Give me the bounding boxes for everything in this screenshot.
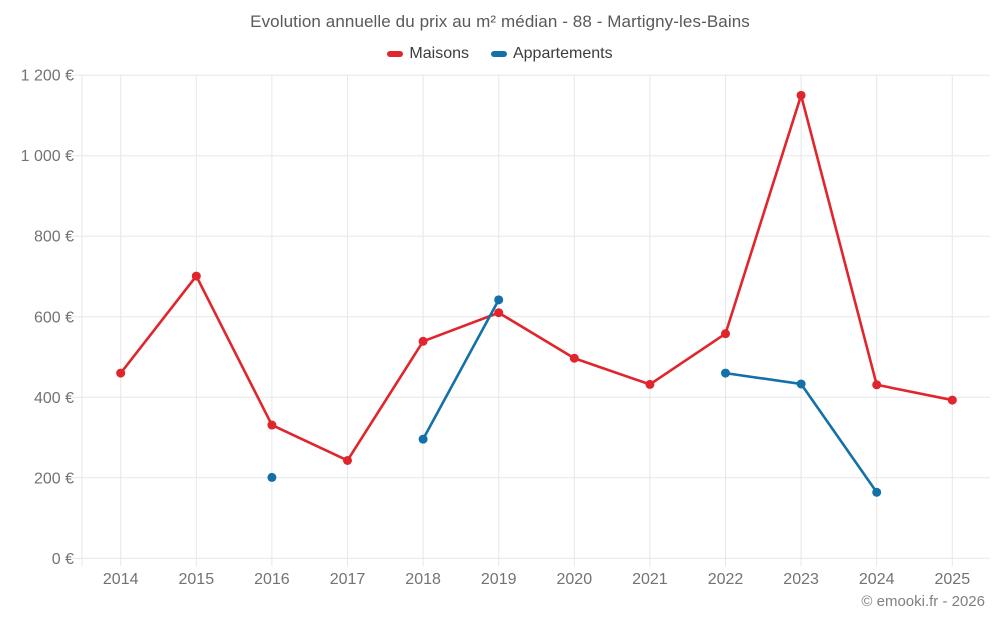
y-axis-label: 200 € [34, 470, 74, 487]
appartements-line [421, 298, 501, 441]
maisons-series-marker-icon [387, 51, 404, 57]
maisons-point-2025[interactable] [947, 395, 957, 405]
y-axis-label: 800 € [34, 229, 74, 246]
appartements-point-2016[interactable] [267, 472, 277, 482]
x-axis-label: 2017 [330, 571, 366, 588]
copyright-watermark: © emooki.fr - 2026 [861, 593, 985, 610]
x-axis-label: 2019 [481, 571, 517, 588]
appartements-point-2018[interactable] [418, 434, 428, 444]
x-axis-label: 2016 [254, 571, 290, 588]
y-axis-label: 600 € [34, 309, 74, 326]
appartements-point-2023[interactable] [796, 379, 806, 389]
appartements-point-2024[interactable] [872, 487, 882, 497]
x-axis-label: 2021 [632, 571, 668, 588]
appartements-legend-label: Appartements [512, 45, 613, 62]
appartements-point-2022[interactable] [721, 368, 730, 378]
x-axis-label: 2020 [557, 571, 593, 588]
maisons-legend-label: Maisons [409, 45, 469, 62]
maisons-point-2017[interactable] [343, 455, 352, 465]
legend: Maisons Appartements [0, 45, 1000, 63]
y-axis-label: 0 € [52, 551, 74, 568]
maisons-point-2023[interactable] [796, 90, 806, 100]
maisons-point-2024[interactable] [872, 380, 882, 390]
y-axis-label: 1 200 € [21, 68, 74, 85]
maisons-point-2021[interactable] [645, 379, 655, 389]
x-axis-label: 2022 [708, 571, 744, 588]
maisons-line [119, 94, 954, 462]
x-axis-label: 2024 [859, 571, 895, 588]
maisons-point-2019[interactable] [494, 308, 504, 318]
legend-item-appartements[interactable]: Appartements [490, 45, 613, 63]
appartements-series-marker-icon [490, 51, 507, 57]
legend-item-maisons[interactable]: Maisons [387, 45, 469, 63]
x-axis-label: 2023 [783, 571, 819, 588]
y-axis-label: 400 € [34, 390, 74, 407]
maisons-point-2014[interactable] [116, 368, 126, 378]
appartements-point-2019[interactable] [494, 295, 504, 305]
maisons-point-2022[interactable] [721, 329, 730, 339]
maisons-point-2018[interactable] [418, 336, 428, 346]
maisons-point-2020[interactable] [569, 353, 579, 363]
x-axis-label: 2014 [103, 571, 139, 588]
maisons-point-2015[interactable] [191, 271, 201, 281]
y-axis-label: 1 000 € [21, 148, 74, 165]
x-axis-label: 2018 [405, 571, 441, 588]
chart-title: Evolution annuelle du prix au m² médian … [250, 12, 750, 31]
x-axis-label: 2025 [935, 571, 971, 588]
maisons-point-2016[interactable] [267, 420, 277, 430]
x-axis-label: 2015 [179, 571, 215, 588]
